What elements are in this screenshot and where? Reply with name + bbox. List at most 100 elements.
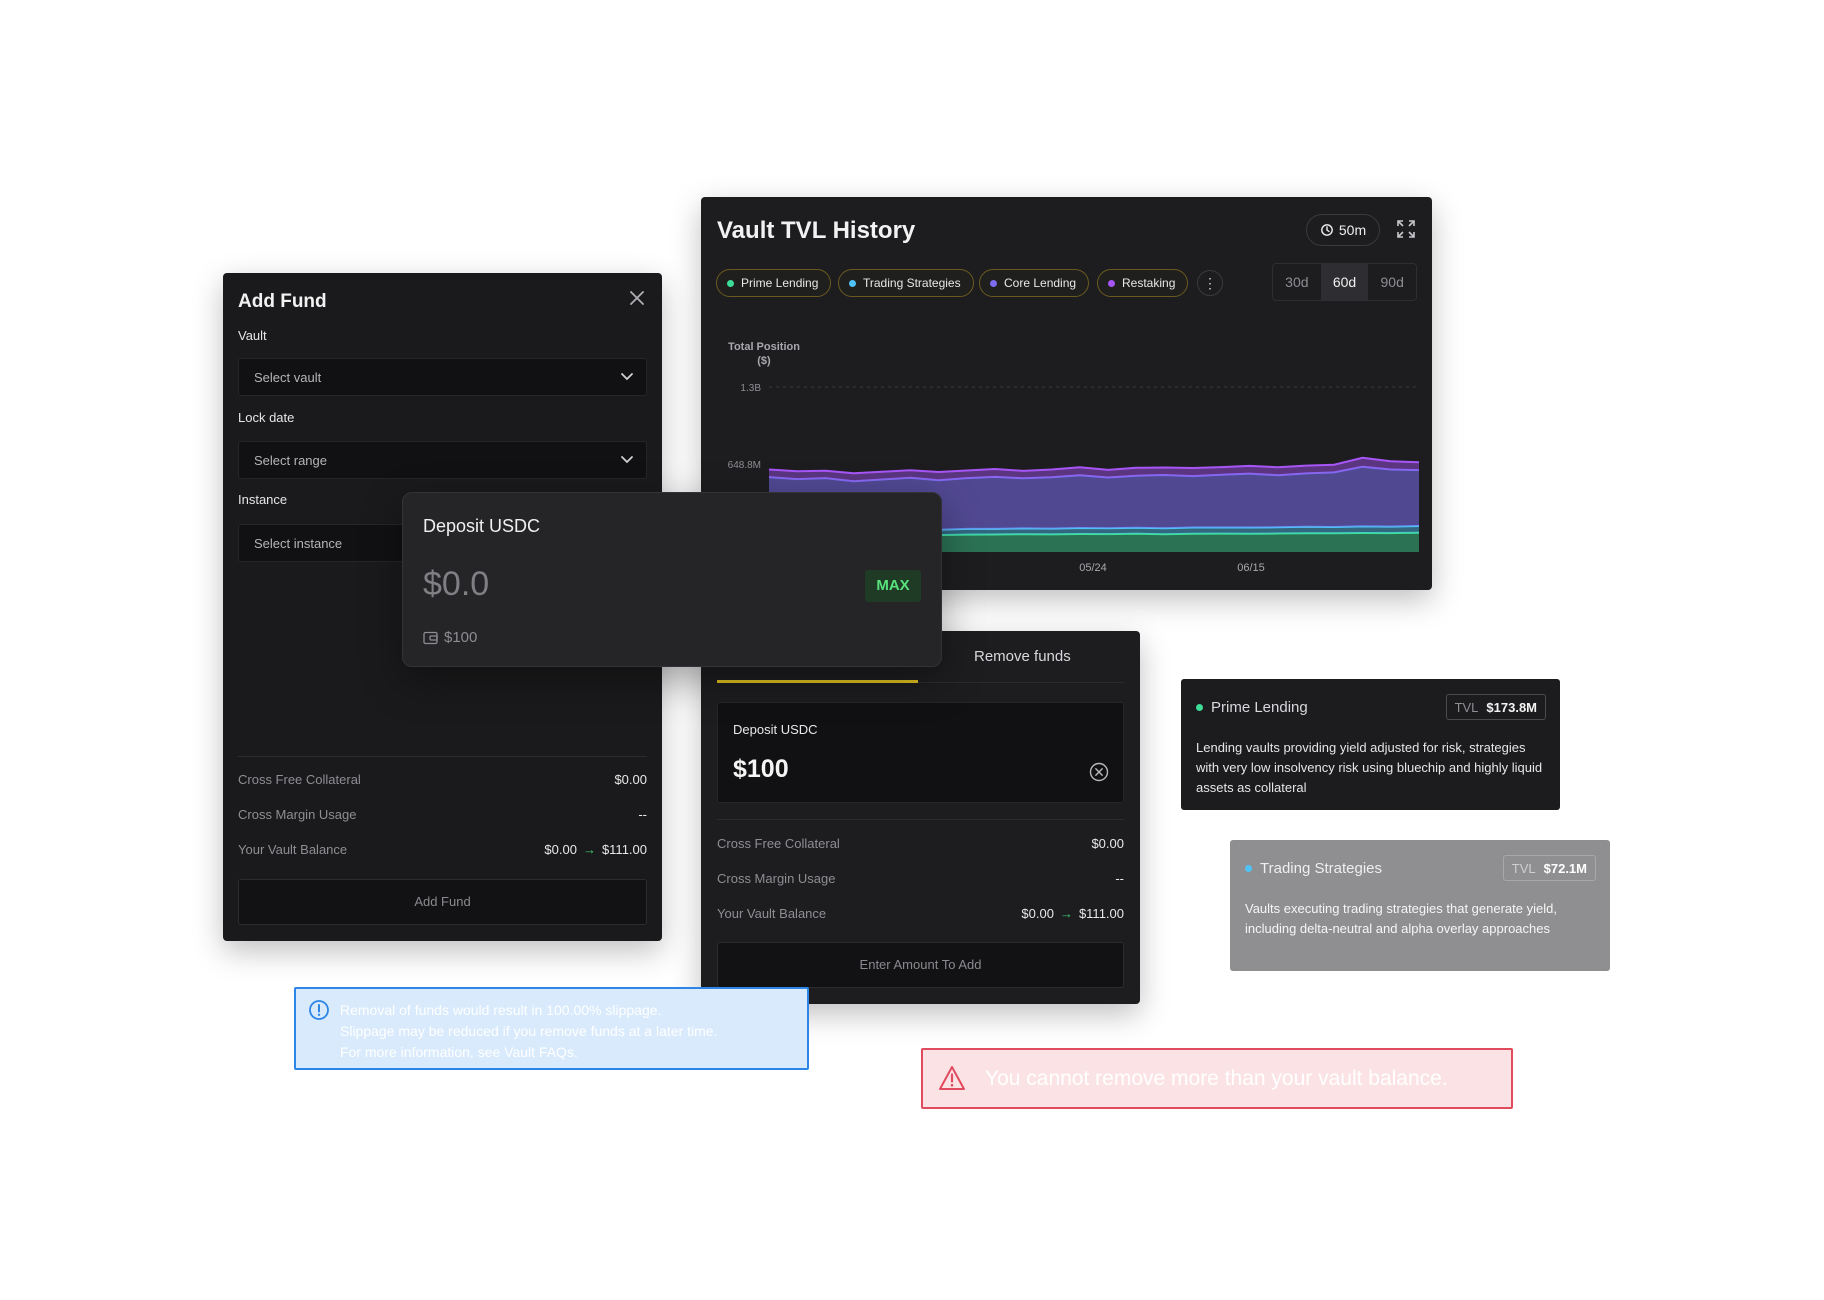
row-label: Cross Free Collateral	[717, 836, 840, 851]
deposit-value: $100	[733, 755, 789, 783]
row-label: Your Vault Balance	[717, 906, 827, 921]
status-dot	[1196, 704, 1203, 711]
alert-text: You cannot remove more than your vault b…	[985, 1067, 1448, 1090]
deposit-title: Deposit USDC	[423, 516, 541, 536]
clear-circle-icon[interactable]	[1089, 762, 1109, 782]
row-label: Cross Margin Usage	[238, 807, 357, 822]
chart-title: Vault TVL History	[717, 217, 916, 244]
card-description: Lending vaults providing yield adjusted …	[1196, 740, 1543, 795]
row-label: Cross Margin Usage	[717, 871, 836, 886]
prime-lending-card: Prime Lending TVL $173.8M Lending vaults…	[1181, 679, 1560, 810]
deposit-amount-input[interactable]: $0.0	[423, 565, 490, 603]
legend-dot	[990, 279, 997, 287]
vault-select[interactable]: Select vault	[238, 358, 647, 396]
chevron-down-icon	[621, 373, 633, 381]
cross-free-collateral-row: Cross Free Collateral $0.00	[238, 772, 647, 792]
chevron-down-icon	[621, 456, 633, 464]
card-title: Prime Lending	[1196, 699, 1308, 716]
time-range-selector: 30d 60d 90d	[1272, 263, 1417, 301]
arrow-right-icon: →	[1059, 906, 1073, 921]
status-dot	[1245, 865, 1252, 872]
legend-pill-core-lending[interactable]: Core Lending	[979, 269, 1090, 297]
deposit-usdc-overlay: Deposit USDC $0.0 MAX $100	[402, 492, 942, 667]
legend-dot	[1108, 279, 1115, 287]
y-tick-label: 648.8M	[728, 460, 761, 471]
enter-amount-button[interactable]: Enter Amount To Add	[717, 942, 1124, 988]
history-icon	[1320, 224, 1333, 236]
divider	[717, 819, 1124, 820]
line-core-lending	[768, 465, 1420, 483]
row-value: $0.00	[614, 772, 647, 787]
lock-date-label: Lock date	[238, 410, 295, 425]
wallet-balance: $100	[423, 629, 477, 646]
range-60d[interactable]: 60d	[1320, 264, 1369, 300]
legend-label: Core Lending	[1004, 276, 1077, 290]
y-axis-label: Total Position	[728, 341, 800, 353]
more-options-icon[interactable]: ⋮	[1197, 270, 1223, 296]
range-90d[interactable]: 90d	[1380, 274, 1404, 290]
legend-dot	[849, 279, 856, 287]
alert-line: For more information, see Vault FAQs.	[340, 1044, 578, 1060]
card-title-text: Prime Lending	[1211, 699, 1308, 716]
vault-balance-row: Your Vault Balance $0.00 → $111.00	[717, 906, 1124, 926]
alert-line: Removal of funds would result in 100.00%…	[340, 1002, 662, 1018]
x-tick-label: 05/24	[1079, 562, 1107, 574]
instance-placeholder: Select instance	[254, 536, 343, 551]
card-title-text: Trading Strategies	[1260, 860, 1383, 877]
tab-remove-funds[interactable]: Remove funds	[974, 648, 1071, 665]
warning-triangle-icon	[939, 1066, 965, 1090]
row-label: Cross Free Collateral	[238, 772, 361, 787]
max-button[interactable]: MAX	[865, 570, 921, 602]
trading-strategies-card: Trading Strategies TVL $72.1M Vaults exe…	[1230, 840, 1610, 971]
close-icon[interactable]	[626, 287, 648, 309]
expand-icon[interactable]	[1394, 217, 1418, 241]
range-30d[interactable]: 30d	[1285, 274, 1309, 290]
active-tab-indicator	[717, 680, 918, 683]
lock-date-select[interactable]: Select range	[238, 441, 647, 479]
tvl-key: TVL	[1511, 860, 1536, 876]
refresh-label: 50m	[1338, 222, 1367, 238]
deposit-label: Deposit USDC	[733, 722, 818, 737]
add-fund-button[interactable]: Add Fund	[238, 879, 647, 925]
alert-text: Removal of funds would result in 100.00%…	[340, 1000, 800, 1063]
lock-date-placeholder: Select range	[254, 453, 327, 468]
legend-dot	[727, 279, 734, 287]
cross-margin-usage-row: Cross Margin Usage --	[238, 807, 647, 827]
legend-label: Prime Lending	[741, 276, 819, 290]
row-value: --	[1115, 871, 1124, 886]
x-tick-label: 06/15	[1237, 562, 1265, 574]
cross-free-collateral-row: Cross Free Collateral $0.00	[717, 836, 1124, 856]
divider	[238, 756, 647, 757]
cross-margin-usage-row: Cross Margin Usage --	[717, 871, 1124, 891]
balance-error-alert: You cannot remove more than your vault b…	[921, 1048, 1513, 1109]
legend-pill-trading-strategies[interactable]: Trading Strategies	[838, 269, 974, 297]
info-circle-icon	[309, 1000, 329, 1020]
balance-from: $0.00	[544, 842, 577, 857]
alert-line: Slippage may be reduced if you remove fu…	[340, 1023, 718, 1039]
line-restaking	[768, 456, 1420, 475]
y-tick-label: 1.3B	[740, 383, 761, 394]
balance-to: $111.00	[601, 842, 647, 857]
y-axis-unit: ($)	[757, 355, 771, 367]
wallet-balance-value: $100	[444, 629, 478, 646]
legend-pill-restaking[interactable]: Restaking	[1097, 269, 1189, 297]
remove-funds-panel: Remove funds Deposit USDC $100 Cross Fre…	[701, 631, 1140, 1004]
legend-label: Trading Strategies	[863, 276, 961, 290]
legend-pill-prime-lending[interactable]: Prime Lending	[716, 269, 832, 297]
balance-to: $111.00	[1078, 906, 1124, 921]
vault-balance-row: Your Vault Balance $0.00 → $111.00	[238, 842, 647, 862]
balance-change: $0.00 → $111.00	[544, 842, 647, 857]
instance-label: Instance	[238, 492, 288, 507]
row-value: --	[638, 807, 647, 822]
balance-from: $0.00	[1021, 906, 1054, 921]
tvl-value: $72.1M	[1543, 860, 1587, 876]
slippage-info-alert: Removal of funds would result in 100.00%…	[294, 987, 809, 1070]
arrow-right-icon: →	[582, 842, 596, 857]
card-title: Trading Strategies	[1245, 860, 1382, 877]
refresh-interval-button[interactable]: 50m	[1306, 214, 1380, 246]
row-value: $0.00	[1091, 836, 1124, 851]
deposit-usdc-input[interactable]: Deposit USDC $100	[717, 702, 1124, 803]
add-fund-title: Add Fund	[238, 291, 327, 312]
tab-divider	[717, 682, 1124, 683]
card-description: Vaults executing trading strategies that…	[1245, 901, 1557, 936]
